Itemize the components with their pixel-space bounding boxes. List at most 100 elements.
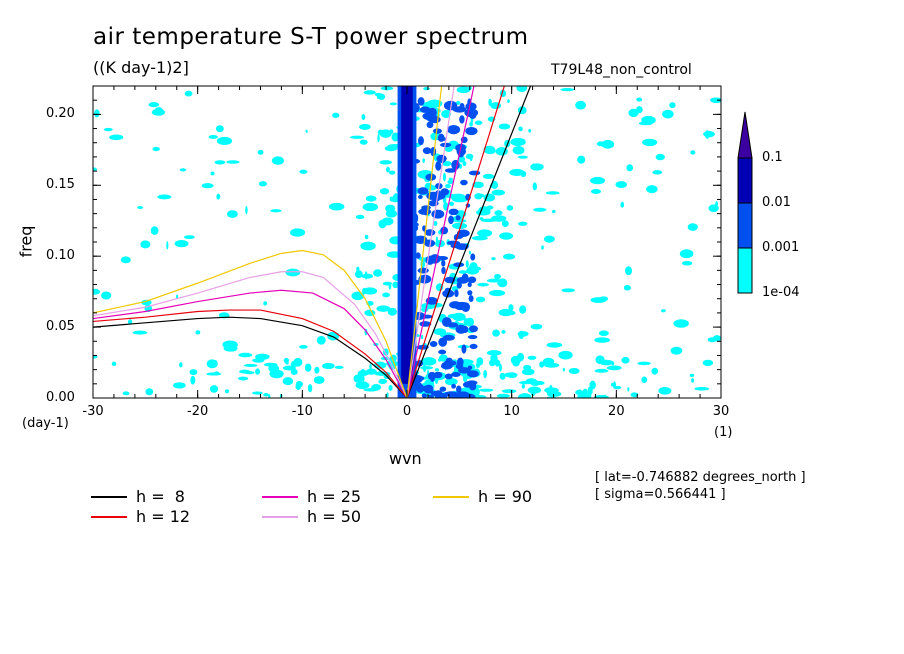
spectrum-patch — [255, 368, 261, 375]
spectrum-patch — [452, 106, 467, 113]
colorbar-label: 0.001 — [762, 240, 800, 255]
spectrum-patch — [226, 210, 238, 218]
spectrum-patch — [475, 296, 486, 303]
spectrum-patch — [461, 344, 467, 354]
spectrum-patch — [94, 109, 100, 118]
spectrum-patch — [455, 243, 469, 251]
spectrum-patch — [93, 355, 98, 359]
spectrum-patch — [269, 369, 284, 379]
chart-title: air temperature S-T power spectrum — [93, 24, 529, 50]
spectrum-patch — [353, 374, 364, 383]
legend-label: h = 90 — [478, 487, 533, 506]
spectrum-patch — [497, 278, 508, 288]
spectrum-patch — [442, 161, 452, 167]
spectrum-patch — [544, 362, 560, 368]
spectrum-patch — [150, 226, 159, 235]
spectrum-patch — [498, 308, 513, 317]
spectrum-patch — [594, 368, 609, 373]
legend-swatch — [262, 516, 298, 518]
spectrum-patch — [646, 185, 658, 194]
spectrum-patch — [504, 372, 518, 378]
spectrum-patch — [154, 107, 164, 116]
spectrum-patch — [523, 364, 532, 371]
spectrum-patch — [440, 226, 449, 235]
spectrum-patch — [379, 188, 390, 195]
spectrum-patch — [681, 261, 693, 266]
spectrum-patch — [355, 381, 370, 390]
spectrum-patch — [467, 282, 472, 288]
spectrum-patch — [418, 136, 424, 146]
spectrum-patch — [213, 371, 220, 376]
spectrum-patch — [332, 112, 340, 118]
spectrum-patch — [461, 273, 469, 282]
spectrum-patch — [420, 366, 434, 370]
y-tick-label: 0.20 — [46, 106, 75, 122]
x-tick-label: -20 — [187, 404, 209, 419]
spectrum-patch — [630, 392, 639, 398]
spectrum-patch — [651, 367, 659, 375]
spectrum-patch — [562, 367, 565, 372]
spectrum-patch — [141, 299, 152, 306]
spectrum-patch — [209, 385, 219, 393]
spectrum-patch — [103, 127, 113, 132]
spectrum-patch — [109, 134, 124, 141]
spectrum-patch — [694, 386, 710, 391]
spectrum-patch — [468, 170, 481, 176]
spectrum-patch — [658, 387, 672, 395]
spectrum-patch — [447, 179, 454, 185]
spectrum-patch — [518, 330, 525, 340]
spectrum-patch — [356, 266, 360, 272]
spectrum-patch — [157, 194, 172, 200]
spectrum-patch — [455, 215, 461, 221]
spectrum-patch — [543, 235, 555, 243]
spectrum-patch — [577, 155, 586, 164]
y-tick-label: 0.05 — [46, 319, 75, 335]
spectrum-patch — [456, 385, 462, 394]
spectrum-patch — [195, 330, 201, 335]
spectrum-patch — [427, 394, 435, 398]
spectrum-patch — [258, 181, 267, 187]
spectrum-patch — [613, 385, 622, 390]
spectrum-patch — [476, 209, 491, 216]
spectrum-patch — [590, 176, 606, 185]
spectrum-patch — [418, 208, 432, 215]
spectrum-patch — [270, 209, 282, 213]
spectrum-patch — [415, 252, 421, 259]
spectrum-patch — [427, 109, 432, 118]
spectrum-patch — [132, 330, 148, 335]
spectrum-patch — [516, 86, 528, 92]
spectrum-patch — [460, 179, 468, 186]
spectrum-patch — [641, 376, 648, 383]
spectrum-patch — [670, 346, 683, 355]
spectrum-patch — [433, 220, 438, 226]
spectrum-patch — [441, 259, 446, 267]
spectrum-patch — [621, 356, 630, 364]
spectrum-patch — [422, 158, 425, 163]
spectrum-patch — [501, 389, 517, 394]
spectrum-patch — [148, 102, 160, 108]
spectrum-patch — [295, 383, 301, 391]
spectrum-patch — [689, 373, 695, 377]
legend-label: h = 12 — [136, 507, 191, 526]
spectrum-patch — [512, 145, 525, 155]
spectrum-patch — [373, 269, 383, 277]
spectrum-patch — [282, 377, 294, 386]
spectrum-patch — [377, 133, 380, 143]
spectrum-patch — [691, 378, 695, 383]
spectrum-patch — [669, 102, 676, 109]
spectrum-patch — [384, 145, 398, 152]
spectrum-patch — [530, 163, 544, 171]
spectrum-patch — [483, 193, 496, 202]
spectrum-patch — [439, 386, 447, 392]
spectrum-patch — [140, 240, 151, 249]
spectrum-patch — [456, 86, 471, 94]
spectrum-patch — [122, 391, 130, 396]
spectrum-patch — [267, 394, 271, 398]
spectrum-patch — [252, 358, 265, 363]
spectrum-patch — [465, 260, 469, 268]
spectrum-patch — [575, 100, 586, 110]
spectrum-patch — [599, 359, 614, 366]
spectrum-patch — [620, 201, 625, 208]
spectrum-patch — [214, 160, 226, 165]
spectrum-patch — [257, 149, 264, 155]
